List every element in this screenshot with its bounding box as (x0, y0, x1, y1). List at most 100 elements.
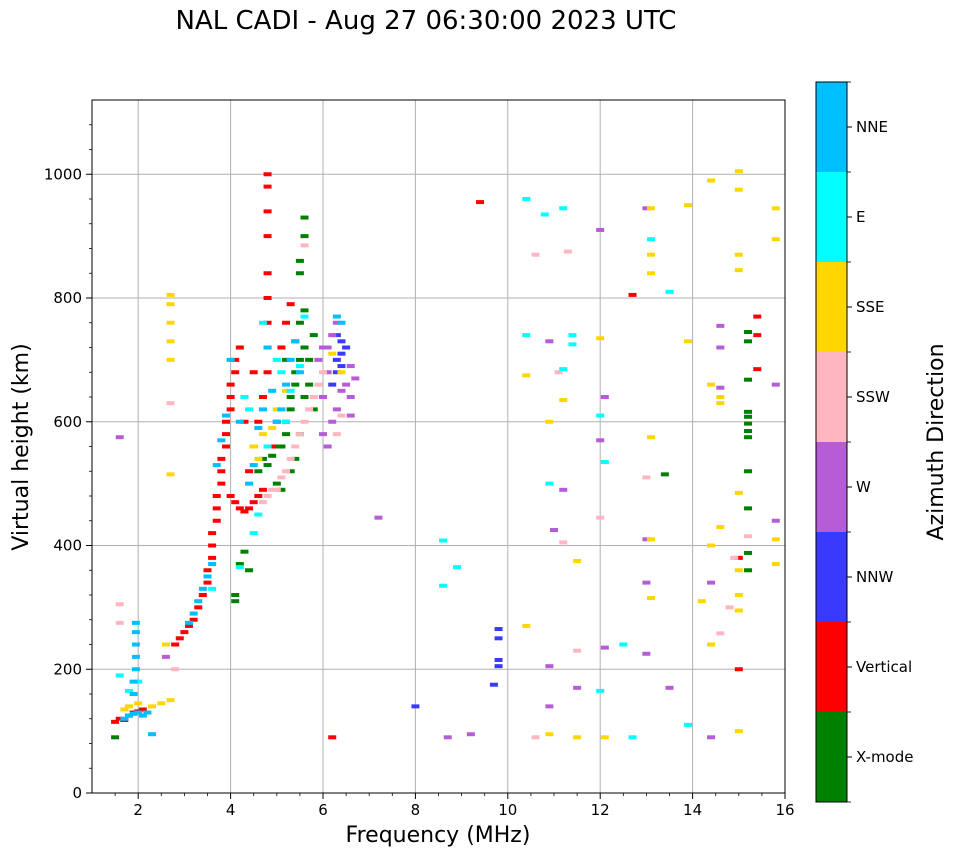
data-point-nne (131, 667, 140, 672)
data-point-w (351, 376, 360, 381)
data-point-vertical (734, 667, 743, 672)
data-point-sse (647, 271, 656, 276)
data-point-vertical (185, 623, 194, 628)
data-point-vertical (217, 481, 226, 486)
data-point-nne (185, 620, 194, 625)
data-point-nne (272, 419, 281, 424)
data-point-nne (249, 463, 258, 468)
data-point-sse (166, 320, 175, 325)
data-point-w (319, 432, 327, 437)
data-point-w (642, 206, 651, 211)
data-point-vertical (258, 487, 267, 492)
colorbar-segment (816, 262, 847, 352)
data-point-vertical (263, 370, 272, 375)
colorbar-segment (816, 172, 847, 262)
data-point-vertical (231, 357, 240, 362)
data-point-nne (217, 438, 226, 443)
data-point-sse (716, 401, 725, 406)
data-point-vertical (212, 518, 221, 523)
data-point-w (332, 320, 341, 325)
data-point-sse (647, 252, 656, 257)
data-point-sse (734, 490, 743, 495)
data-point-ssw (277, 475, 286, 480)
data-point-ssw (730, 555, 739, 560)
data-point-vertical (217, 469, 226, 474)
data-point-nne (129, 711, 138, 716)
colorbar-tick-label: NNE (856, 118, 888, 136)
data-point-w (600, 645, 609, 650)
data-point-vertical (263, 320, 272, 325)
data-point-e (665, 289, 674, 294)
data-point-x-mode (309, 407, 318, 412)
data-point-ssw (332, 432, 341, 437)
data-point-nne (120, 716, 129, 721)
data-point-e (559, 367, 568, 372)
data-point-e (115, 673, 124, 678)
data-point-vertical (226, 407, 235, 412)
data-point-e (282, 419, 291, 424)
data-point-w (545, 664, 554, 669)
data-point-e (596, 688, 605, 693)
data-point-vertical (138, 707, 147, 712)
data-point-ssw (309, 395, 318, 399)
data-point-vertical (221, 432, 230, 437)
data-point-x-mode (282, 357, 291, 362)
data-point-x-mode (295, 258, 304, 263)
data-point-ssw (716, 631, 725, 636)
data-point-vertical (245, 506, 254, 511)
data-point-e (647, 237, 656, 242)
data-point-sse (249, 444, 258, 449)
x-tick-label: 8 (411, 801, 421, 819)
data-point-sse (647, 435, 656, 440)
data-point-x-mode (286, 407, 295, 412)
data-point-ssw (563, 249, 572, 254)
data-point-sse (166, 292, 175, 297)
data-point-sse (734, 187, 743, 192)
data-point-sse (734, 729, 743, 734)
tick-layer: 2 4 6 8 10 12 14 16 0 200 400 600 800 1000 (44, 124, 795, 819)
data-point-vertical (734, 555, 743, 560)
data-point-w (323, 345, 332, 350)
plot-frame (91, 99, 786, 794)
data-point-sse (707, 178, 716, 183)
data-point-ssw (291, 444, 300, 449)
data-point-e (522, 333, 531, 338)
data-point-w (707, 580, 716, 585)
data-point-x-mode (268, 453, 277, 458)
data-point-vertical (226, 395, 235, 399)
data-point-w (319, 345, 327, 350)
data-point-w (337, 388, 346, 393)
data-point-nne (337, 320, 346, 325)
data-point-x-mode (240, 549, 249, 554)
data-point-vertical (212, 506, 221, 511)
data-point-sse (148, 704, 157, 709)
data-point-ssw (300, 419, 309, 424)
data-point-sse (697, 599, 706, 604)
data-point-e (254, 512, 263, 517)
data-point-e (439, 538, 448, 543)
data-point-sse (647, 596, 656, 601)
data-point-vertical (208, 531, 217, 536)
data-point-vertical (258, 395, 267, 399)
data-point-ssw (531, 252, 540, 257)
data-point-w (707, 735, 716, 740)
data-point-sse (166, 302, 175, 307)
data-point-vertical (263, 234, 272, 239)
data-point-e (249, 531, 258, 536)
data-point-w (545, 339, 554, 344)
data-point-w (346, 364, 355, 369)
data-point-nne (258, 407, 267, 412)
data-point-e (568, 333, 577, 338)
data-point-nnw (494, 657, 503, 662)
data-point-sse (716, 395, 725, 399)
data-point-x-mode (291, 456, 300, 461)
data-point-sse (683, 203, 692, 208)
data-point-w (323, 370, 332, 375)
data-point-e (258, 320, 267, 325)
data-point-x-mode (744, 377, 753, 382)
data-point-x-mode (245, 568, 254, 573)
data-point-e (596, 413, 605, 418)
data-point-vertical (286, 302, 295, 307)
data-point-x-mode (235, 562, 244, 567)
data-point-nnw (337, 364, 346, 369)
